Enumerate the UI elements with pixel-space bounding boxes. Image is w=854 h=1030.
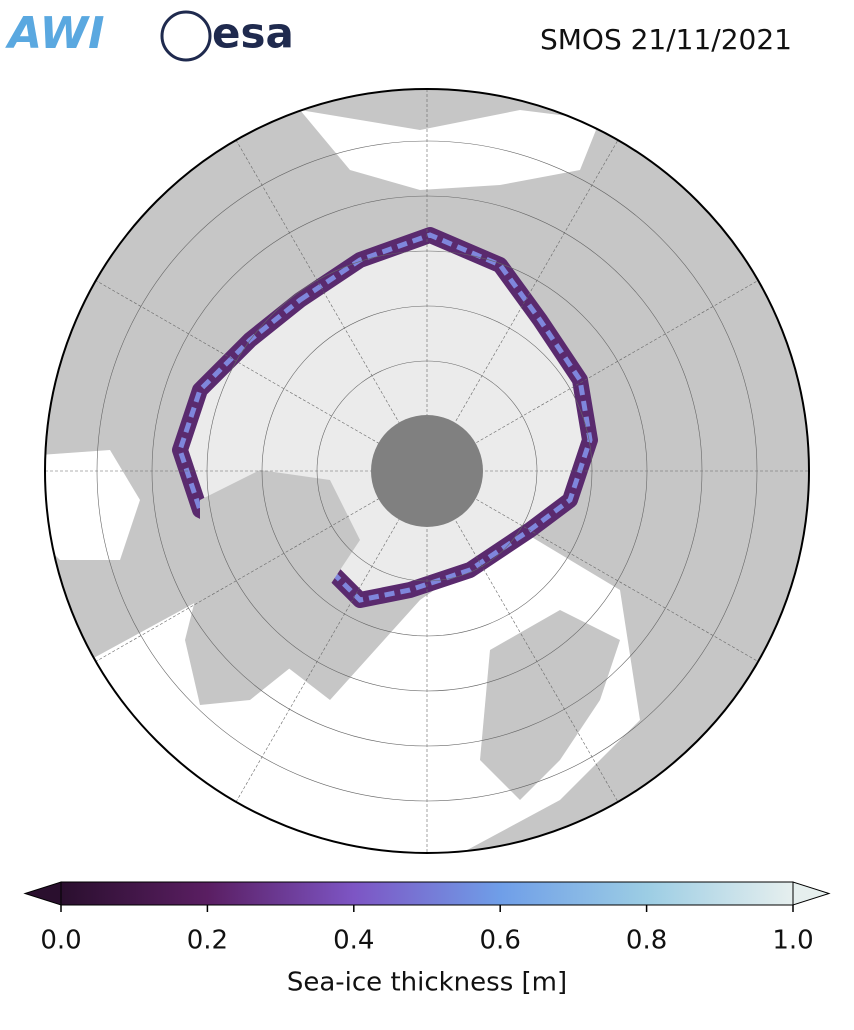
atlantic-ocean bbox=[90, 530, 640, 853]
map-title: SMOS 21/11/2021 bbox=[540, 23, 792, 56]
polar-map bbox=[45, 89, 809, 853]
colorbar-tick-label: 0.2 bbox=[187, 926, 228, 956]
colorbar-tick-label: 0.0 bbox=[40, 926, 81, 956]
scandinavia bbox=[480, 610, 620, 800]
colorbar-tick-label: 1.0 bbox=[772, 926, 813, 956]
awi-logo: AWI bbox=[5, 8, 105, 59]
pole-hole bbox=[371, 415, 483, 527]
hudson-bay bbox=[45, 450, 140, 560]
colorbar-extend-low bbox=[23, 881, 62, 906]
colorbar-bar bbox=[60, 881, 794, 906]
map-border bbox=[44, 88, 810, 854]
esa-logo-mark bbox=[160, 10, 212, 62]
pacific-ocean bbox=[300, 110, 600, 190]
colorbar-label: Sea-ice thickness [m] bbox=[287, 968, 567, 998]
sea-ice-edge bbox=[177, 232, 593, 603]
colorbar: 0.0 0.2 0.4 0.6 0.8 1.0 Sea-ice thickness [m] bbox=[23, 881, 831, 998]
colorbar-tick-label: 0.8 bbox=[626, 926, 667, 956]
colorbar-tick-label: 0.4 bbox=[333, 926, 374, 956]
greenland bbox=[185, 470, 360, 705]
colorbar-extend-high bbox=[792, 881, 831, 906]
colorbar-tick-label: 0.6 bbox=[480, 926, 521, 956]
esa-logo: esa bbox=[212, 9, 294, 58]
